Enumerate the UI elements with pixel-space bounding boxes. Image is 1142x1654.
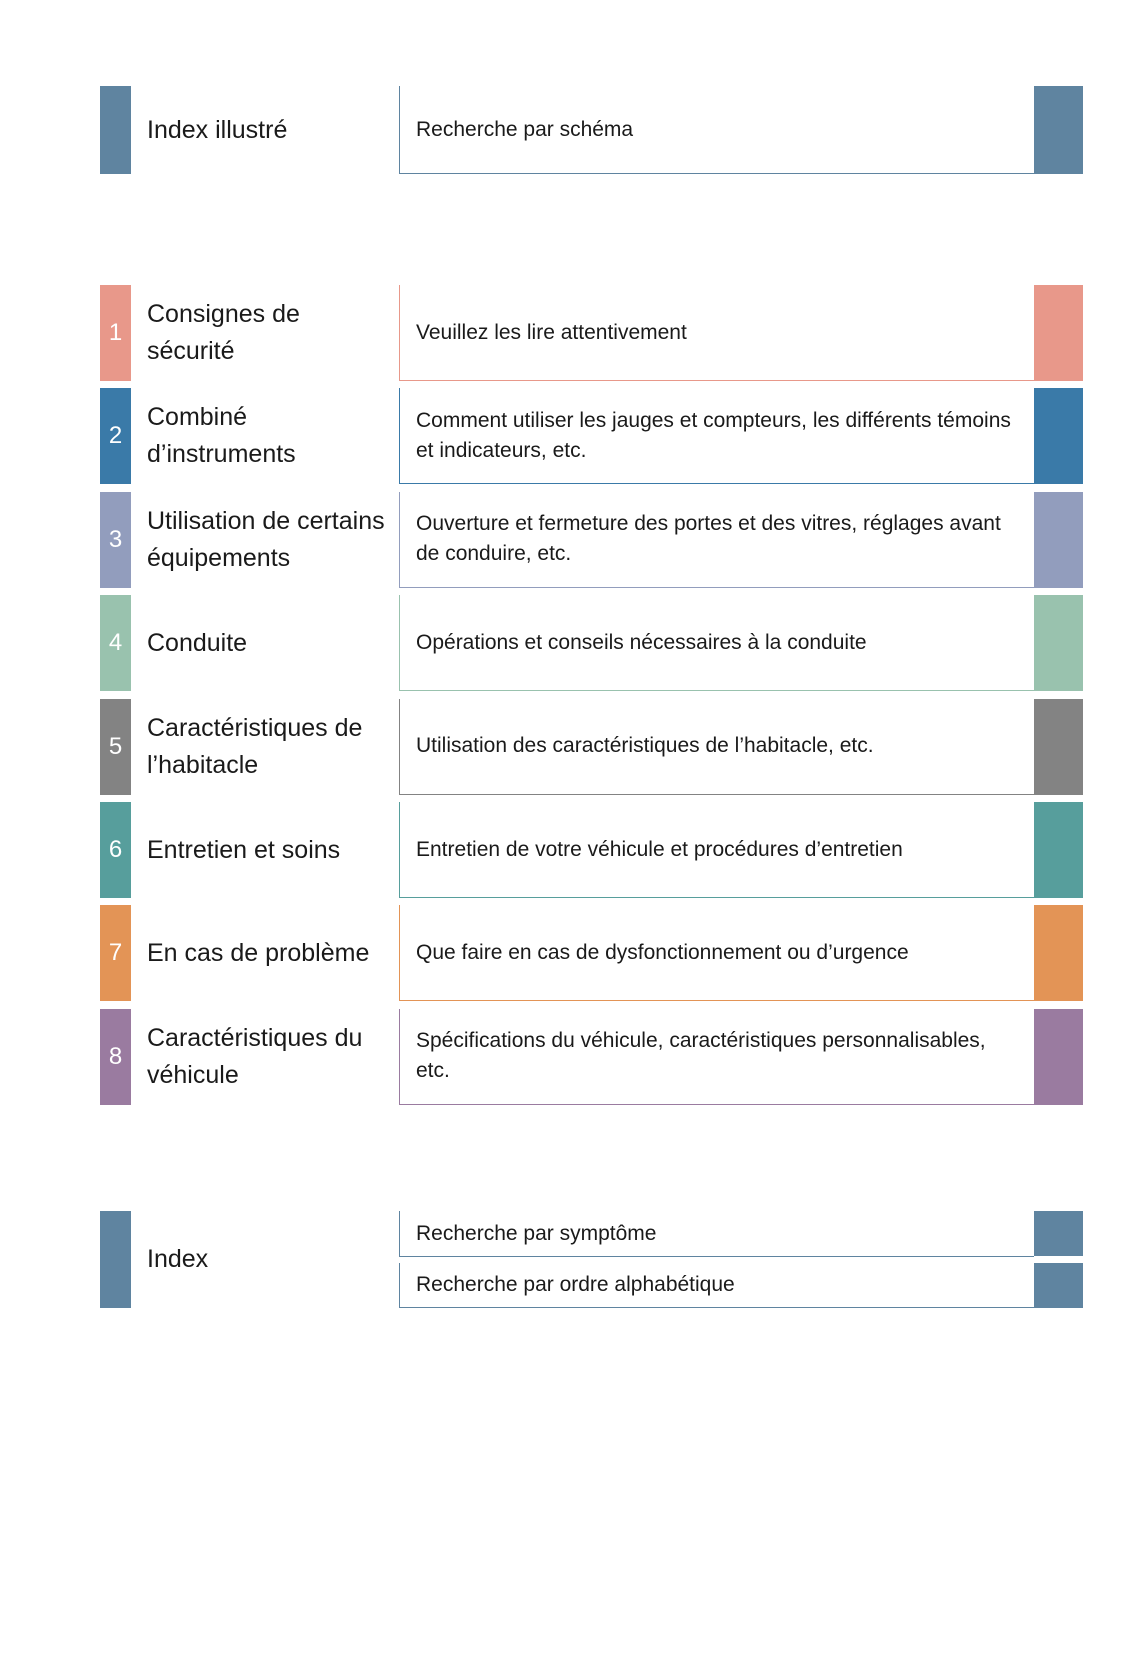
section-title: Caractéristiques du véhicule xyxy=(147,1023,363,1089)
section-number: 3 xyxy=(100,491,131,588)
section-description[interactable]: Veuillez les lire attentivement xyxy=(399,285,1034,381)
thumb-tab[interactable] xyxy=(1034,491,1083,588)
section-number: 1 xyxy=(100,285,131,381)
section-row-1[interactable]: 1 Consignes de sécurité Veuillez les lir… xyxy=(0,285,1142,381)
section-row-6[interactable]: 6 Entretien et soins Entretien de votre … xyxy=(0,802,1142,898)
section-description[interactable]: Entretien de votre véhicule et procédure… xyxy=(399,802,1034,898)
section-description[interactable]: Ouverture et fermeture des portes et des… xyxy=(399,491,1034,588)
thumb-tab[interactable] xyxy=(1034,595,1083,692)
section-title: En cas de problème xyxy=(147,938,370,967)
section-number: 2 xyxy=(100,388,131,485)
thumb-tab[interactable] xyxy=(1034,698,1083,795)
section-number: 5 xyxy=(100,698,131,795)
section-description[interactable]: Recherche par schéma xyxy=(399,86,1034,174)
section-title: Caractéristiques de l’habitacle xyxy=(147,713,363,779)
section-row-3[interactable]: 3 Utilisation de certains équipements Ou… xyxy=(0,491,1142,588)
thumb-tab[interactable] xyxy=(1034,802,1083,898)
index-item-alphabetical[interactable]: Recherche par ordre alphabétique xyxy=(399,1263,1034,1308)
section-description[interactable]: Comment utiliser les jauges et compteurs… xyxy=(399,388,1034,485)
thumb-tab[interactable] xyxy=(1034,285,1083,381)
section-title: Utilisation de certains équipements xyxy=(147,506,385,572)
section-number: 6 xyxy=(100,802,131,898)
thumb-tab[interactable] xyxy=(1034,86,1083,174)
section-row-5[interactable]: 5 Caractéristiques de l’habitacle Utilis… xyxy=(0,698,1142,795)
section-row-8[interactable]: 8 Caractéristiques du véhicule Spécifica… xyxy=(0,1008,1142,1105)
section-title: Entretien et soins xyxy=(147,835,341,864)
section-title: Consignes de sécurité xyxy=(147,300,300,365)
thumb-tab[interactable] xyxy=(1034,1263,1083,1308)
thumb-tab[interactable] xyxy=(1034,388,1083,485)
section-row-7[interactable]: 7 En cas de problème Que faire en cas de… xyxy=(0,905,1142,1002)
color-bar xyxy=(100,1211,131,1308)
index-illustre-row[interactable]: Index illustré Recherche par schéma xyxy=(0,86,1142,174)
section-description[interactable]: Opérations et conseils nécessaires à la … xyxy=(399,595,1034,692)
section-number: 4 xyxy=(100,595,131,692)
section-description[interactable]: Spécifications du véhicule, caractéristi… xyxy=(399,1008,1034,1105)
section-title: Conduite xyxy=(147,628,248,657)
index-item-symptom[interactable]: Recherche par symptôme xyxy=(399,1211,1034,1257)
section-description[interactable]: Utilisation des caractéristiques de l’ha… xyxy=(399,698,1034,795)
thumb-tab[interactable] xyxy=(1034,1008,1083,1105)
section-number: 7 xyxy=(100,905,131,1002)
section-title: Combiné d’instruments xyxy=(147,403,296,469)
thumb-tab[interactable] xyxy=(1034,905,1083,1002)
section-row-4[interactable]: 4 Conduite Opérations et conseils nécess… xyxy=(0,595,1142,692)
section-number: 8 xyxy=(100,1008,131,1105)
section-title: Index illustré xyxy=(147,115,288,144)
section-description[interactable]: Que faire en cas de dysfonctionnement ou… xyxy=(399,905,1034,1002)
section-title: Index xyxy=(147,1245,209,1273)
color-bar xyxy=(100,86,131,174)
section-row-2[interactable]: 2 Combiné d’instruments Comment utiliser… xyxy=(0,388,1142,485)
thumb-tab[interactable] xyxy=(1034,1211,1083,1256)
index-row: Index Recherche par symptôme Recherche p… xyxy=(0,1211,1142,1308)
